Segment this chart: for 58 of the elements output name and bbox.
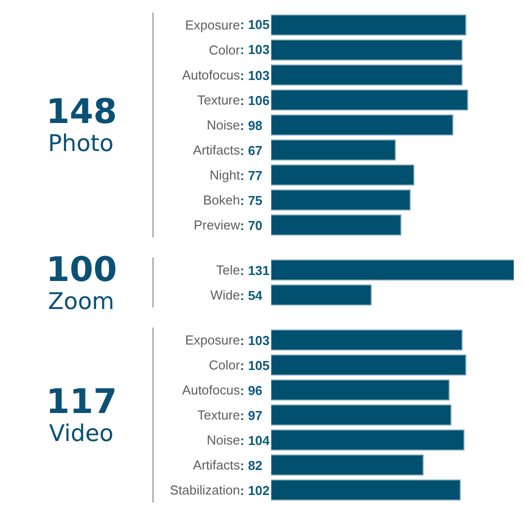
y-tick-label: Exposure xyxy=(185,18,240,33)
data-label: : 67 xyxy=(240,143,262,158)
y-tick-label: Color xyxy=(208,42,241,58)
data-label: : 104 xyxy=(240,433,270,448)
y-tick-label: Autofocus xyxy=(182,382,240,398)
y-tick-label: Texture xyxy=(197,92,240,108)
data-label: : 131 xyxy=(240,263,270,278)
bar xyxy=(271,64,463,86)
bar xyxy=(271,354,466,376)
y-tick-label: Autofocus xyxy=(182,68,240,83)
y-tick-label: Tele xyxy=(216,262,240,278)
data-label: : 70 xyxy=(240,218,262,233)
text: 117 xyxy=(46,382,117,422)
text: Zoom xyxy=(48,289,114,315)
bar xyxy=(271,430,464,450)
y-tick-label: Color xyxy=(208,358,241,373)
data-label: : 98 xyxy=(240,118,262,133)
bar xyxy=(271,40,463,60)
y-tick-label: Wide xyxy=(210,288,240,303)
text: Video xyxy=(49,421,114,447)
bar xyxy=(271,90,468,110)
y-tick-label: Artifacts xyxy=(193,142,240,158)
bar xyxy=(271,380,450,400)
data-label: : 54 xyxy=(240,288,264,303)
y-tick-label: Preview xyxy=(194,218,241,233)
bar xyxy=(271,330,463,350)
text: Photo xyxy=(48,131,114,157)
bar xyxy=(271,480,461,500)
data-label: : 105 xyxy=(240,17,270,32)
data-label: : 105 xyxy=(240,358,270,373)
data-label: : 102 xyxy=(240,483,270,498)
bar xyxy=(271,214,402,236)
data-label: : 103 xyxy=(240,68,270,83)
y-tick-label: Exposure xyxy=(185,332,240,348)
bar xyxy=(271,190,411,210)
data-label: : 82 xyxy=(240,458,262,473)
y-tick-label: Noise xyxy=(206,432,240,448)
y-tick-label: Noise xyxy=(206,118,240,133)
data-label: : 103 xyxy=(240,333,270,348)
y-tick-label: Bokeh xyxy=(203,192,240,208)
bar xyxy=(271,14,466,36)
bar xyxy=(271,114,454,136)
data-label: : 75 xyxy=(240,193,262,208)
data-label: : 106 xyxy=(240,93,270,108)
bar xyxy=(271,454,424,476)
y-tick-label: Night xyxy=(210,168,240,183)
bar xyxy=(271,140,396,160)
data-label: : 103 xyxy=(240,42,270,57)
y-tick-label: Stabilization xyxy=(170,482,240,498)
y-tick-label: Texture xyxy=(197,408,240,423)
data-label: : 77 xyxy=(240,168,262,183)
bar xyxy=(271,404,452,426)
text: 100 xyxy=(46,250,117,290)
data-label: : 97 xyxy=(240,408,262,423)
data-label: : 96 xyxy=(240,383,262,398)
y-tick-label: Artifacts xyxy=(193,458,240,473)
bar xyxy=(271,164,414,186)
text: 148 xyxy=(46,92,117,132)
